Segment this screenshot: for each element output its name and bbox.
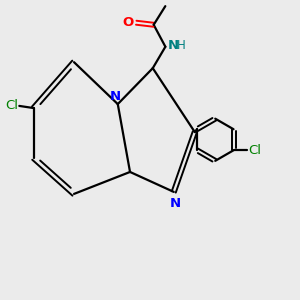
Text: H: H — [176, 39, 185, 52]
Text: O: O — [123, 16, 134, 29]
Text: Cl: Cl — [248, 144, 261, 157]
Text: N: N — [110, 90, 121, 103]
Text: N: N — [170, 197, 181, 210]
Text: N: N — [167, 39, 178, 52]
Text: Cl: Cl — [5, 99, 18, 112]
